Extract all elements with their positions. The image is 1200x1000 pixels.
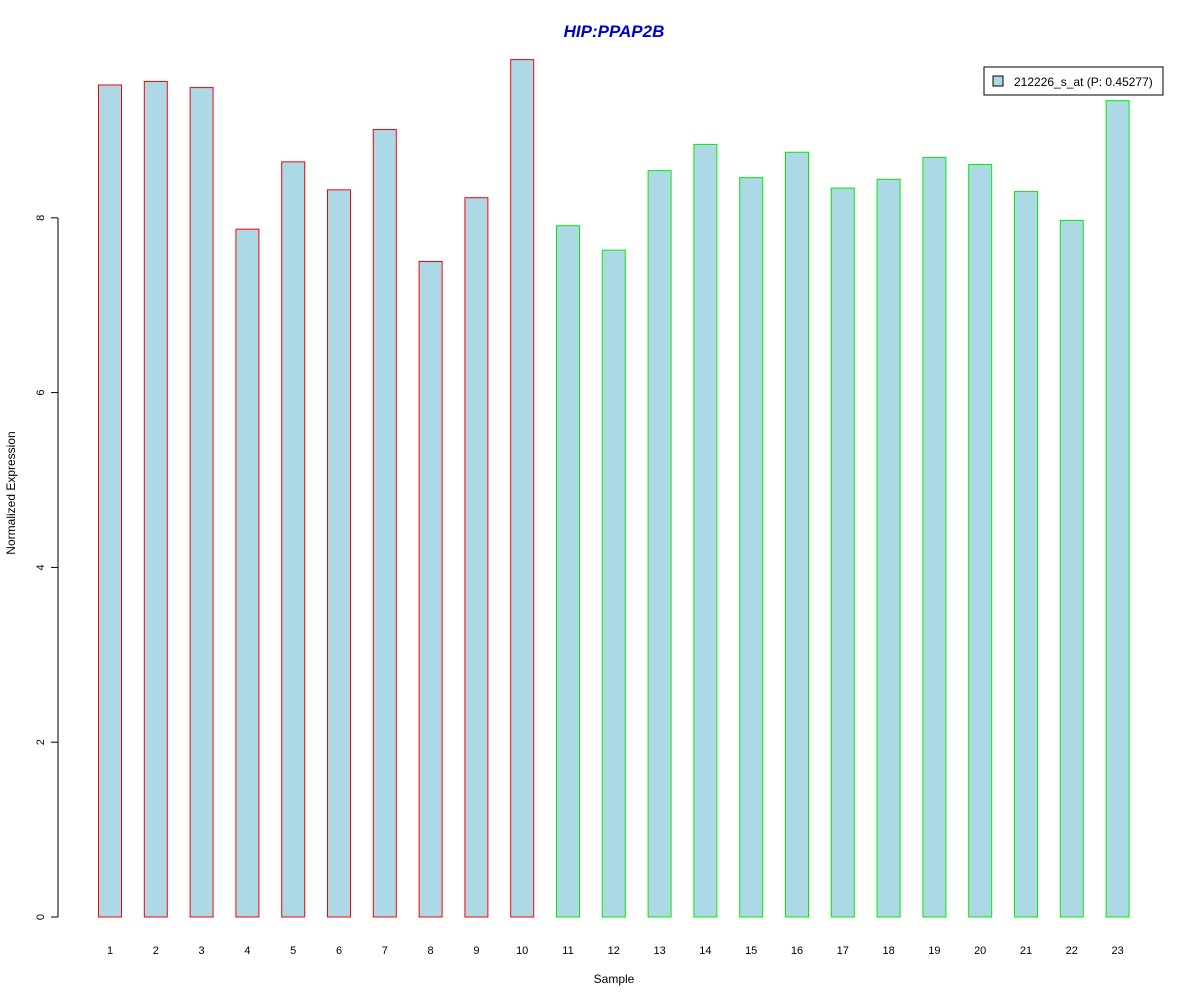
- x-tick-label: 13: [653, 945, 665, 957]
- bar-sample-16: [785, 151, 809, 918]
- x-tick-label: 15: [745, 945, 757, 957]
- y-tick-label: 2: [35, 739, 47, 745]
- x-tick-label: 3: [199, 945, 205, 957]
- bar-sample-22: [1059, 219, 1084, 918]
- x-tick-label: 21: [1020, 945, 1032, 957]
- bar-sample-18: [876, 178, 901, 918]
- x-tick-labels: 1 2 3 4 5 6 7 8 9 10 11 12 13 14 15 16 17 18 19 20 21 22 23: [107, 945, 1124, 957]
- bar-sample-5: [281, 161, 306, 918]
- y-axis-label: Normalized Expression: [4, 431, 18, 554]
- bar-sample-7: [372, 129, 397, 918]
- bar-sample-14: [693, 143, 718, 918]
- bars: [98, 59, 1130, 918]
- y-tick-label: 4: [35, 564, 47, 570]
- y-tick-label: 6: [35, 390, 47, 396]
- x-tick-label: 19: [928, 945, 940, 957]
- x-tick-label: 1: [107, 945, 113, 957]
- x-tick-label: 6: [336, 945, 342, 957]
- bar-sample-15: [739, 177, 764, 918]
- x-tick-label: 17: [837, 945, 849, 957]
- bar-sample-20: [968, 163, 993, 918]
- x-tick-label: 9: [473, 945, 479, 957]
- x-tick-label: 5: [290, 945, 296, 957]
- x-tick-label: 7: [382, 945, 388, 957]
- bar-sample-11: [556, 225, 580, 918]
- x-tick-label: 2: [153, 945, 159, 957]
- bar-sample-1: [98, 84, 122, 918]
- bar-sample-21: [1014, 191, 1038, 918]
- x-tick-label: 8: [428, 945, 434, 957]
- bar-sample-9: [464, 197, 489, 918]
- bar-sample-8: [418, 261, 443, 918]
- y-tick-label: 8: [35, 215, 47, 221]
- bar-sample-17: [830, 187, 855, 918]
- x-tick-label: 22: [1066, 945, 1078, 957]
- bar-sample-13: [647, 170, 672, 918]
- bar-sample-10: [510, 59, 535, 918]
- x-tick-label: 12: [608, 945, 620, 957]
- x-tick-label: 14: [699, 945, 711, 957]
- x-tick-label: 10: [516, 945, 528, 957]
- bar-sample-12: [601, 249, 626, 918]
- x-tick-label: 11: [562, 945, 573, 957]
- chart-title: HIP:PPAP2B: [564, 22, 665, 41]
- x-tick-label: 18: [882, 945, 894, 957]
- legend-label: 212226_s_at (P: 0.45277): [1014, 75, 1153, 89]
- x-axis-label: Sample: [594, 972, 635, 986]
- legend-swatch: [992, 75, 1004, 87]
- x-tick-label: 20: [974, 945, 986, 957]
- bar-sample-6: [327, 189, 351, 918]
- x-tick-label: 4: [244, 945, 250, 957]
- legend: 212226_s_at (P: 0.45277): [983, 66, 1164, 96]
- y-ticks: 0 2 4 6 8: [35, 215, 58, 920]
- bar-sample-19: [922, 156, 947, 918]
- bar-sample-2: [143, 80, 168, 918]
- legend-box: [983, 66, 1164, 96]
- y-axis: 0 2 4 6 8: [35, 215, 59, 920]
- x-tick-label: 16: [791, 945, 803, 957]
- bar-sample-3: [189, 87, 214, 918]
- y-tick-label: 0: [35, 914, 47, 920]
- bar-sample-23: [1105, 100, 1130, 918]
- bar-sample-4: [235, 228, 260, 918]
- x-tick-label: 23: [1111, 945, 1123, 957]
